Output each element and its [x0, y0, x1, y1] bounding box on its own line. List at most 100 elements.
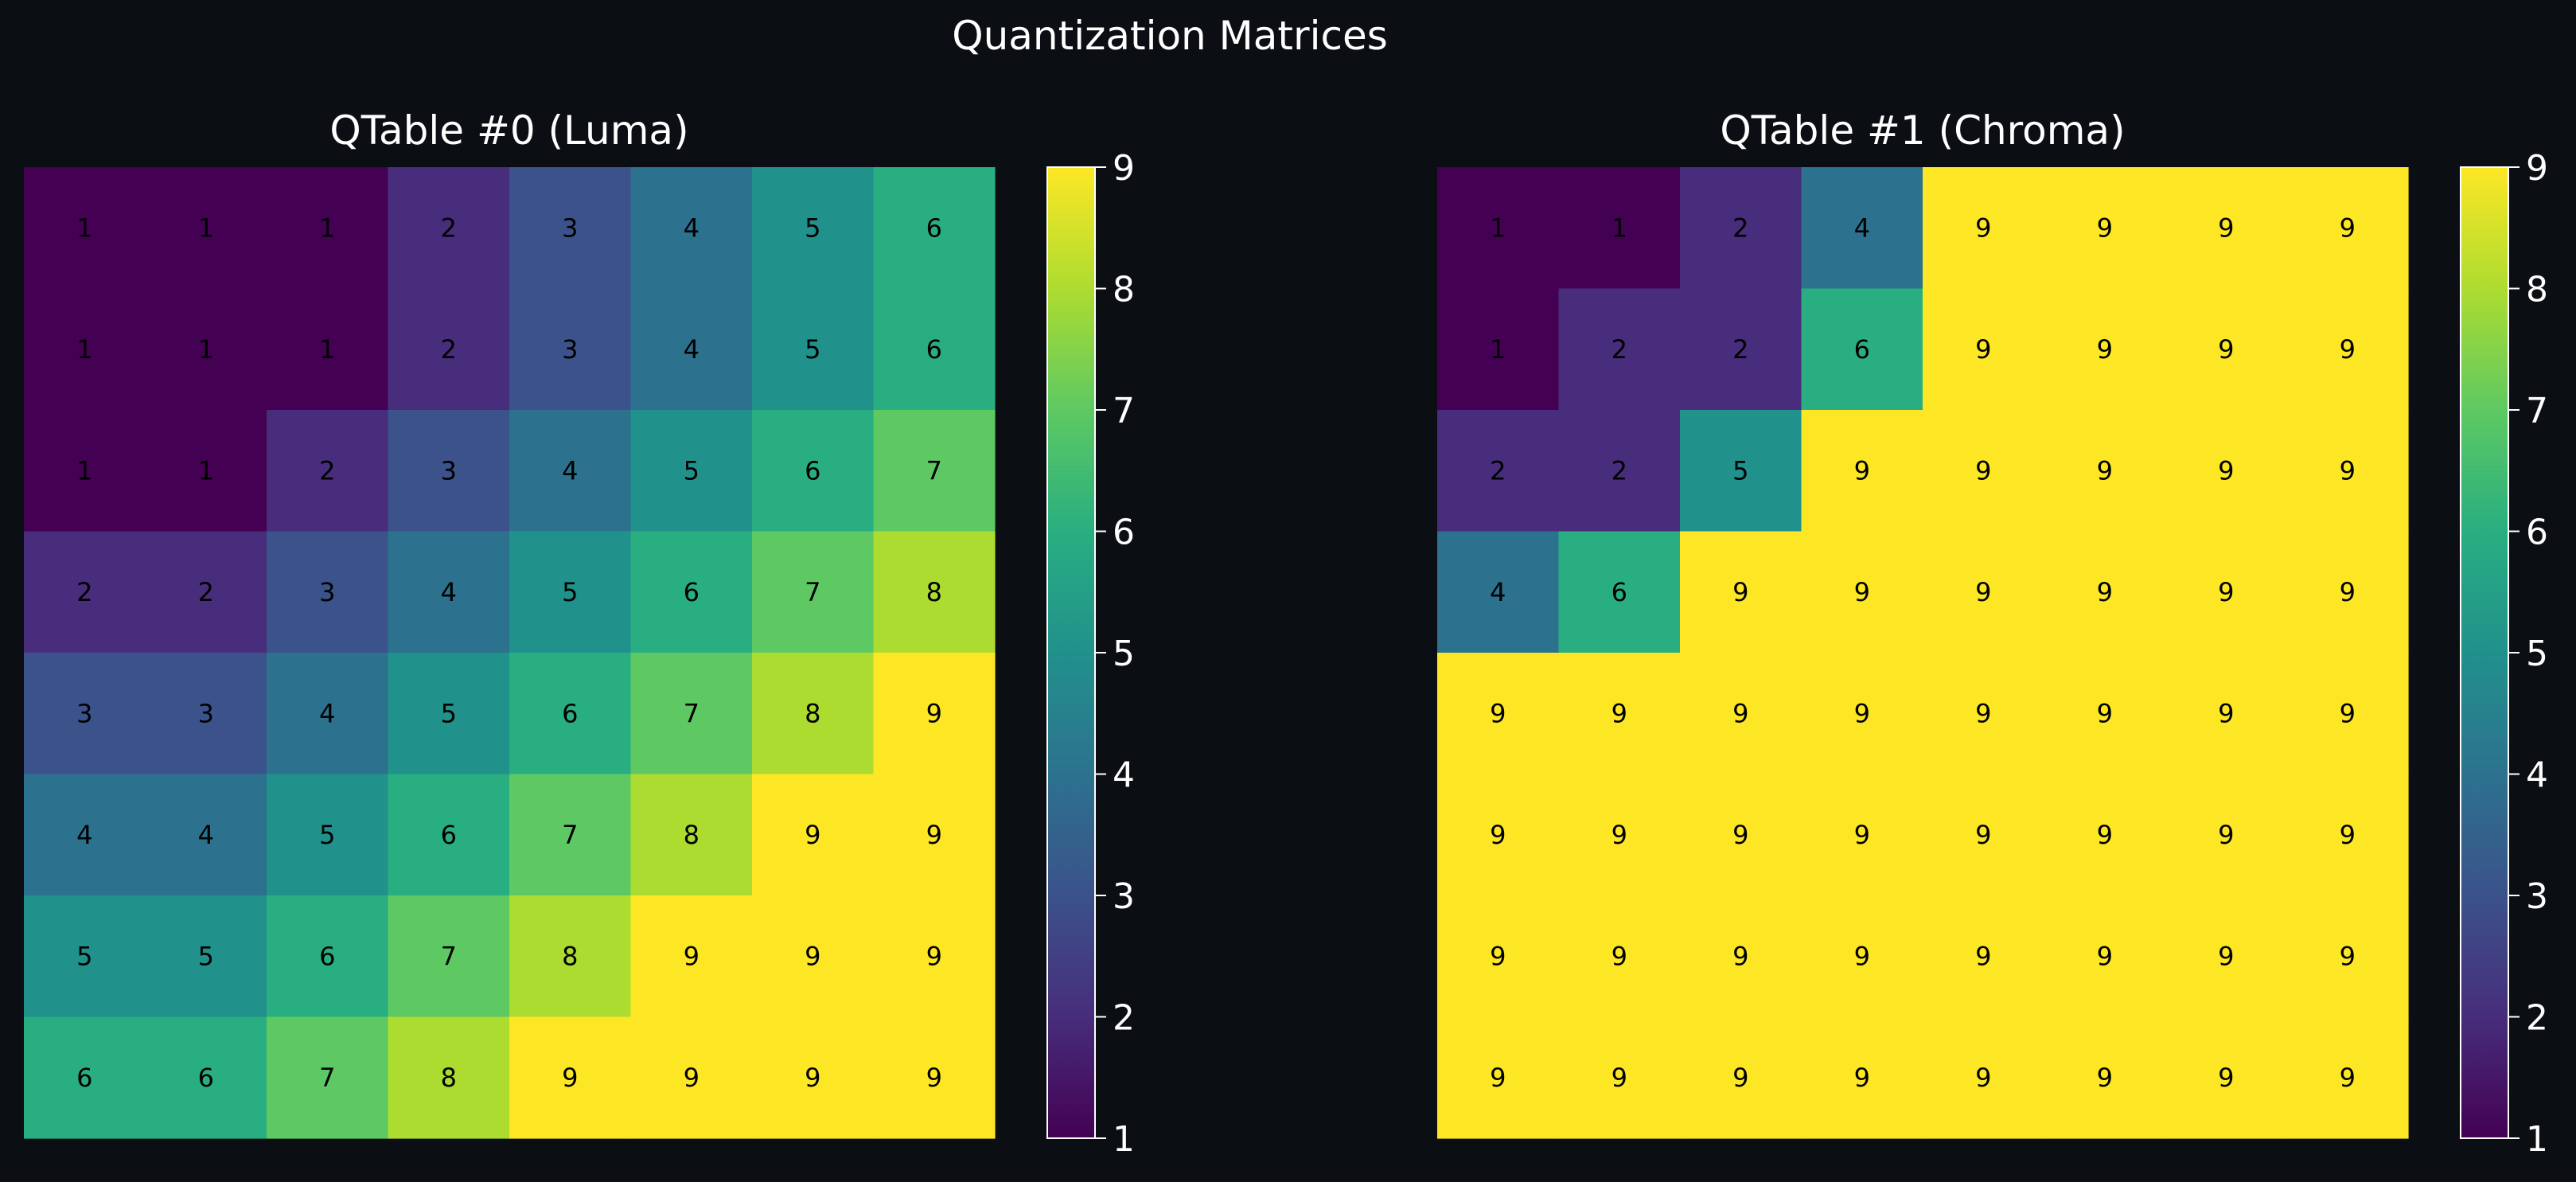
- heatmap-cell: [1437, 653, 1560, 775]
- heatmap-cell: [630, 531, 753, 653]
- heatmap-cell-label: 9: [2340, 455, 2356, 486]
- heatmap-cell: [2286, 774, 2409, 896]
- heatmap-cell: [267, 774, 389, 896]
- heatmap-cell: [1923, 1016, 2045, 1139]
- heatmap-cell: [1437, 167, 1560, 290]
- heatmap-cell-label: 7: [684, 698, 700, 728]
- heatmap-cell-label: 8: [805, 698, 820, 728]
- heatmap-cell-label: 9: [1732, 698, 1748, 728]
- heatmap-cell: [1680, 288, 1802, 411]
- heatmap-cell: [388, 1016, 510, 1139]
- heatmap-cell: [24, 410, 146, 532]
- heatmap-cell-label: 1: [198, 213, 214, 243]
- heatmap-cell: [1437, 774, 1560, 896]
- heatmap-cell: [2286, 410, 2409, 532]
- heatmap-cell: [509, 288, 632, 411]
- heatmap-cell-label: 9: [1490, 1063, 1506, 1093]
- heatmap-cell-label: 9: [2097, 698, 2113, 728]
- heatmap-cell: [1801, 653, 1923, 775]
- heatmap-cell-label: 2: [441, 213, 457, 243]
- heatmap-cell-label: 8: [562, 941, 578, 971]
- heatmap-cell-label: 9: [2218, 455, 2234, 486]
- heatmap-cell: [2044, 288, 2166, 411]
- heatmap-cell: [2286, 1016, 2409, 1139]
- heatmap-cell-label: 4: [441, 577, 457, 607]
- heatmap-cell-label: 9: [1854, 1063, 1870, 1093]
- heatmap-cell-label: 1: [76, 334, 92, 365]
- heatmap-cell: [1680, 167, 1802, 290]
- heatmap-cell: [267, 653, 389, 775]
- heatmap-cell-label: 9: [562, 1063, 578, 1093]
- heatmap-cell-label: 5: [684, 455, 700, 486]
- colorbar-tick-label: 7: [1113, 391, 1135, 431]
- heatmap-cell-label: 2: [1611, 334, 1627, 365]
- heatmap-cell-label: 9: [1611, 1063, 1627, 1093]
- heatmap-cell-label: 9: [2097, 334, 2113, 365]
- colorbar-tick-label: 8: [2526, 270, 2548, 310]
- heatmap-cell-label: 1: [198, 455, 214, 486]
- heatmap-cell: [2044, 410, 2166, 532]
- heatmap-cell: [2044, 774, 2166, 896]
- heatmap-cell: [2165, 1016, 2288, 1139]
- heatmap-cell: [388, 653, 510, 775]
- heatmap-cell: [1558, 653, 1681, 775]
- heatmap-cell-label: 6: [684, 577, 700, 607]
- colorbar-tick-label: 1: [1113, 1119, 1135, 1160]
- heatmap-cell: [388, 774, 510, 896]
- heatmap-cell-label: 6: [805, 455, 820, 486]
- heatmap-cell-label: 6: [76, 1063, 92, 1093]
- figure-title: Quantization Matrices: [952, 13, 1388, 59]
- heatmap-cell: [752, 410, 875, 532]
- heatmap-cell-label: 9: [1975, 941, 1991, 971]
- colorbar-tick-label: 1: [2526, 1119, 2548, 1160]
- heatmap-cell: [1437, 895, 1560, 1018]
- heatmap-cell: [1437, 531, 1560, 653]
- heatmap-cell-label: 2: [441, 334, 457, 365]
- heatmap-cell: [752, 653, 875, 775]
- heatmap-cell: [752, 288, 875, 411]
- heatmap-cell-label: 9: [805, 1063, 820, 1093]
- heatmap-cell: [873, 167, 996, 290]
- heatmap-cell-label: 9: [2218, 577, 2234, 607]
- heatmap-cell-label: 9: [805, 820, 820, 850]
- heatmap-cell: [1680, 531, 1802, 653]
- heatmap-cell: [267, 1016, 389, 1139]
- heatmap-cell-label: 9: [926, 941, 942, 971]
- heatmap-cell: [2286, 531, 2409, 653]
- heatmap-cell: [1923, 167, 2045, 290]
- heatmap-cell: [509, 1016, 632, 1139]
- heatmap-cell-label: 9: [1975, 1063, 1991, 1093]
- heatmap-cell: [1801, 410, 1923, 532]
- heatmap-cell: [267, 288, 389, 411]
- heatmap-cell: [1923, 531, 2045, 653]
- heatmap-cell-label: 9: [926, 698, 942, 728]
- heatmap-cell-label: 9: [2218, 1063, 2234, 1093]
- heatmap-cell: [1801, 288, 1923, 411]
- heatmap-cell: [1437, 288, 1560, 411]
- heatmap-cell-label: 7: [926, 455, 942, 486]
- heatmap-cell: [1680, 653, 1802, 775]
- heatmap-cell: [509, 774, 632, 896]
- heatmap-cell: [267, 895, 389, 1018]
- heatmap-cell-label: 9: [1490, 820, 1506, 850]
- heatmap-cell-label: 4: [684, 213, 700, 243]
- heatmap-title-chroma: QTable #1 (Chroma): [1720, 107, 2126, 154]
- colorbar-tick-label: 9: [1113, 148, 1135, 189]
- heatmap-cell: [145, 410, 267, 532]
- heatmap-cell: [1923, 288, 2045, 411]
- heatmap-svg-chroma: 1 1 2 4 9 9 9 9 1 2 2 6 9 9 9 9 2 2 5 9 9 9 9 9 4 6 9 9 9 9 9 9 9 9 9 9 9 9 9 9…: [1437, 148, 2548, 1160]
- heatmap-cell-label: 6: [441, 820, 457, 850]
- heatmap-cell-label: 9: [2097, 455, 2113, 486]
- heatmap-cell-label: 9: [1854, 455, 1870, 486]
- colorbar-tick-label: 4: [1113, 755, 1135, 796]
- heatmap-cell-label: 7: [562, 820, 578, 850]
- colorbar-tick-label: 3: [2526, 876, 2548, 917]
- heatmap-cell-label: 5: [805, 334, 820, 365]
- heatmap-cell: [1680, 774, 1802, 896]
- heatmap-cell-label: 9: [805, 941, 820, 971]
- colorbar-tick-label: 2: [2526, 998, 2548, 1039]
- heatmap-cell-label: 2: [198, 577, 214, 607]
- heatmap-cell: [388, 895, 510, 1018]
- heatmap-cell-label: 7: [441, 941, 457, 971]
